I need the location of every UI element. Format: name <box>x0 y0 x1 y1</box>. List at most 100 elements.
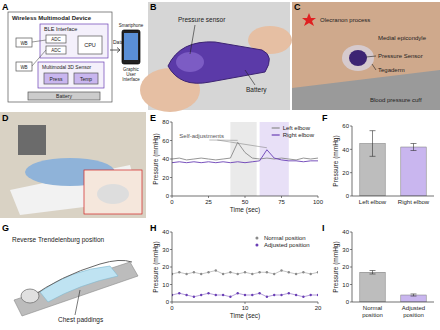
y-tick <box>170 267 172 268</box>
x-tick-label: 25 <box>205 199 212 205</box>
label: Reverse Trendelenburg position <box>12 236 105 244</box>
marker <box>215 269 217 271</box>
sensor-photo <box>349 50 367 66</box>
marker <box>295 273 297 275</box>
annotation: Self-adjustments <box>179 133 224 139</box>
pointer <box>75 290 80 315</box>
label: CPU <box>84 42 96 48</box>
label: ADC <box>51 48 61 53</box>
sensor-photo <box>176 52 204 72</box>
y-tick <box>170 232 172 233</box>
marker <box>237 273 239 275</box>
phone <box>122 30 140 64</box>
y-tick-label: 0 <box>346 299 350 305</box>
legend-label: Adjusted position <box>264 242 310 248</box>
marker <box>317 271 318 273</box>
marker-star <box>302 13 316 26</box>
adc-box <box>46 46 66 54</box>
y-tick <box>170 249 172 250</box>
marker <box>258 271 260 273</box>
y-tick-label: 30 <box>342 247 349 253</box>
cpu-box <box>78 36 102 54</box>
label: Tegaderm <box>378 67 405 73</box>
y-axis-label: Pressure (mmHg) <box>152 133 160 184</box>
marker <box>273 273 275 275</box>
inset <box>84 170 142 214</box>
y-tick-label: 30 <box>162 247 169 253</box>
label: Press <box>50 76 63 82</box>
y-tick <box>170 140 172 141</box>
y-tick-label: 20 <box>162 175 169 181</box>
sensor-box <box>38 62 104 88</box>
legend-marker <box>255 244 258 247</box>
y-tick <box>170 177 172 178</box>
photo-bg <box>292 2 440 110</box>
x-tick-label: 0 <box>170 305 174 311</box>
x-tick <box>318 196 319 198</box>
marker <box>317 294 318 296</box>
y-tick-label: 20 <box>162 264 169 270</box>
x-tick-label: 20 <box>315 305 322 311</box>
x-tick-label: Adjustedposition <box>402 305 425 318</box>
annotation-arrow <box>209 140 237 141</box>
marker <box>200 294 202 296</box>
x-tick <box>281 196 282 198</box>
bar <box>360 272 385 302</box>
label-line: Interface <box>122 77 140 82</box>
label-line: position <box>362 312 383 318</box>
battery-box <box>28 92 100 100</box>
y-tick-label: 20 <box>342 264 349 270</box>
elbow <box>97 184 129 204</box>
x-tick-label: 100 <box>313 199 324 205</box>
panel-letter: C <box>294 2 301 12</box>
body <box>30 260 132 298</box>
y-tick-label: 40 <box>342 229 349 235</box>
temp-box <box>74 73 98 84</box>
y-tick <box>350 149 352 150</box>
press-box <box>44 73 68 84</box>
y-tick <box>350 267 352 268</box>
marker <box>310 294 312 296</box>
connector <box>32 40 46 42</box>
label-line: Normal <box>363 305 382 311</box>
y-tick <box>350 302 352 303</box>
marker <box>251 294 253 296</box>
label: Chest paddings <box>58 316 104 324</box>
label: Battery <box>246 86 267 94</box>
shaded-span <box>230 122 256 196</box>
marker <box>302 296 304 298</box>
tegaderm <box>342 45 374 71</box>
y-tick <box>350 284 352 285</box>
marker <box>229 296 231 298</box>
annotation-arrow <box>217 140 267 148</box>
legend-label: Right elbow <box>283 132 315 138</box>
cuff <box>292 70 440 110</box>
x-tick-label: 75 <box>278 199 285 205</box>
label-line: position <box>403 312 424 318</box>
error-bar <box>370 271 376 275</box>
error-bar <box>370 131 376 157</box>
marker <box>266 271 268 273</box>
error-bar <box>411 294 417 296</box>
label: Multimodal 3D Sensor <box>42 64 92 70</box>
marker <box>222 294 224 296</box>
pointer <box>190 25 195 54</box>
marker <box>207 292 209 294</box>
figure: Wireless Multimodal DeviceBLE InterfaceA… <box>0 0 440 330</box>
series-line <box>172 142 318 160</box>
adc-box <box>46 35 66 43</box>
marker <box>200 273 202 275</box>
marker <box>280 294 282 296</box>
label: WB <box>20 41 27 46</box>
y-tick-label: 80 <box>162 119 169 125</box>
data-arrow <box>110 48 120 53</box>
photo-bg <box>0 112 146 218</box>
legend-label: Normal position <box>264 235 306 241</box>
plot-area <box>360 131 426 196</box>
x-axis <box>352 302 434 303</box>
y-tick <box>350 232 352 233</box>
marker <box>273 294 275 296</box>
panel-letter: B <box>150 2 157 12</box>
marker <box>258 292 260 294</box>
device-photo <box>168 42 269 83</box>
